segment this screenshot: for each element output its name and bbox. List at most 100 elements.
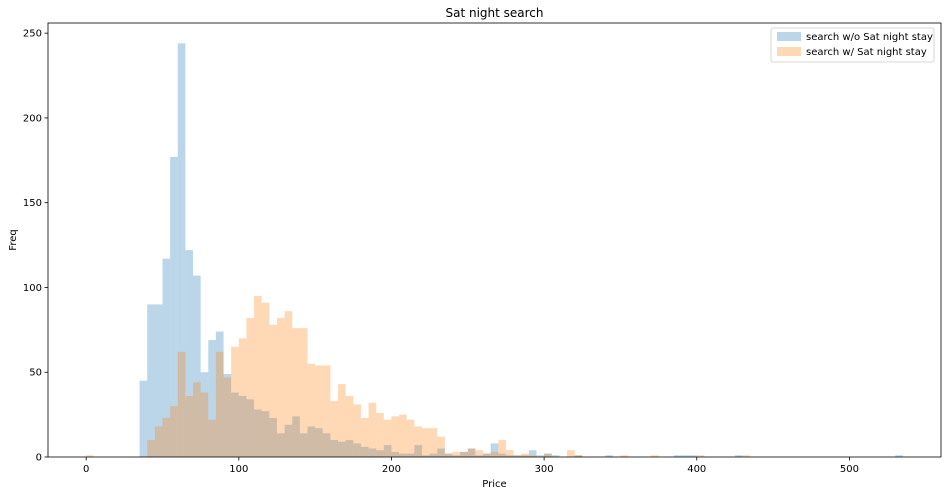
bar-series-2-bin-24 (322, 365, 331, 457)
bar-series-2-bin-49 (513, 455, 522, 457)
y-axis-ticks: 0 50 100 150 200 250 (23, 29, 48, 464)
bar-series-2-bin-42 (460, 451, 468, 457)
bar-series-1-bin-35 (406, 453, 415, 457)
bar-series-1-bin-8 (200, 372, 209, 457)
bar-series-1-bin-25 (330, 440, 339, 457)
bar-series-1-bin-57 (673, 455, 682, 457)
bar-series-1-bin-46 (490, 443, 499, 457)
bar-series-2-bin-8 (200, 392, 209, 457)
bar-series-1-bin-29 (360, 446, 369, 457)
bar-series-1-bin-36 (414, 445, 422, 457)
bar-series-2-bin-33 (391, 416, 400, 457)
bar-series-1-bin-27 (345, 440, 354, 457)
x-tick-label-300: 300 (535, 464, 554, 475)
y-tick-label-150: 150 (23, 198, 42, 209)
legend-label-series-2: search w/ Sat night stay (806, 47, 927, 58)
bar-series-2-bin-9 (208, 419, 216, 457)
x-tick-label-400: 400 (687, 464, 706, 475)
bar-series-1-bin-50 (521, 455, 529, 457)
bar-series-2-bin-16 (261, 302, 270, 457)
bar-series-1-bin-23 (315, 428, 323, 457)
bar-series-1-bin-32 (383, 445, 392, 457)
bar-series-2-bin-58 (742, 455, 751, 457)
bar-series-2-bin-27 (345, 395, 354, 457)
bar-series-2-bin-11 (223, 377, 232, 457)
bar-series-2-bin-29 (360, 418, 369, 457)
bar-series-2-bin-22 (307, 363, 316, 457)
bar-series-1-bin-26 (338, 441, 346, 457)
bar-series-1-bin-51 (528, 450, 537, 457)
bar-series-2-bin-39 (437, 436, 445, 457)
bar-series-1-bin-37 (421, 455, 430, 457)
bar-series-2-bin-44 (475, 450, 484, 457)
bar-series-1-bin-53 (544, 453, 552, 457)
bar-series-2-bin-18 (276, 317, 285, 457)
bar-series-1-bin-18 (276, 433, 285, 457)
x-axis-ticks: 0 100 200 300 400 500 (83, 457, 859, 475)
bar-series-1-bin-60 (734, 455, 743, 457)
bar-series-2-bin-19 (284, 311, 293, 457)
bar-series-1-bin-11 (223, 373, 232, 457)
y-tick-label-250: 250 (23, 29, 42, 40)
bar-series-1-bin-28 (353, 443, 361, 457)
bar-series-2-bin-48 (505, 450, 514, 457)
legend-swatch-series-2 (777, 47, 801, 56)
bar-series-1-bin-47 (498, 453, 506, 457)
x-tick-label-500: 500 (840, 464, 859, 475)
bar-series-2-bin-7 (193, 382, 201, 457)
bar-series-2-bin-25 (330, 401, 339, 457)
bar-series-1-bin-9 (208, 340, 216, 457)
bar-series-2-bin-36 (414, 426, 422, 457)
bar-series-2-bin-26 (338, 384, 346, 457)
legend-label-series-1: search w/o Sat night stay (806, 32, 933, 43)
bar-series-1-bin-38 (429, 453, 438, 457)
bar-series-2-bin-43 (467, 448, 476, 457)
bar-series-2-bin-12 (231, 346, 239, 457)
bar-series-2-bin-6 (185, 395, 194, 457)
bar-series-1-bin-54 (551, 455, 560, 457)
bar-series-2-bin-30 (368, 402, 377, 457)
bar-series-1-bin-44 (475, 455, 484, 457)
bar-series-1-bin-17 (269, 418, 277, 457)
bar-series-2-bin-1 (147, 440, 155, 457)
y-tick-label-50: 50 (29, 368, 42, 379)
x-tick-label-100: 100 (229, 464, 248, 475)
bar-series-1-bin-24 (322, 433, 331, 457)
bar-series-1-bin-34 (399, 453, 407, 457)
bar-series-1-bin-52 (536, 455, 545, 457)
bar-series-2-bin-5 (177, 351, 186, 457)
bar-series-2-bin-10 (215, 351, 224, 457)
y-axis-label: Freq (8, 229, 19, 250)
bar-series-1-bin-42 (460, 451, 468, 457)
bar-series-2-bin-54 (574, 455, 583, 457)
bar-series-1-bin-58 (681, 455, 690, 457)
y-tick-label-200: 200 (23, 113, 42, 124)
bar-series-1-bin-10 (215, 331, 224, 457)
bar-series-1-bin-21 (299, 433, 308, 457)
bar-series-2-bin-37 (421, 428, 430, 457)
bar-series-1-bin-30 (368, 448, 377, 457)
bar-series-1-bin-20 (292, 416, 300, 457)
bar-series-2-bin-32 (383, 419, 392, 457)
bar-series-1-bin-2 (154, 304, 163, 457)
y-tick-label-0: 0 (36, 453, 42, 464)
bar-series-2-bin-40 (444, 453, 453, 457)
bar-series-2-bin-23 (315, 365, 323, 457)
bar-series-1-bin-43 (467, 448, 476, 457)
bar-series-2-bin-55 (620, 455, 629, 457)
bar-series-1-bin-6 (185, 250, 194, 457)
legend: search w/o Sat night stay search w/ Sat … (770, 27, 935, 63)
bar-series-2-bin-53 (567, 450, 575, 457)
bar-series-1-bin-41 (452, 455, 461, 457)
bar-series-1-bin-4 (170, 156, 178, 457)
bar-series-1-bin-12 (231, 392, 239, 457)
bar-series-1-bin-15 (254, 409, 262, 457)
bar-series-1-bin-16 (261, 411, 270, 457)
bar-series-1-bin-56 (605, 455, 613, 457)
bars-layer (86, 43, 903, 458)
bar-series-1-bin-1 (147, 304, 155, 457)
x-tick-label-200: 200 (382, 464, 401, 475)
x-tick-label-0: 0 (83, 464, 89, 475)
bar-series-2-bin-13 (238, 338, 247, 457)
